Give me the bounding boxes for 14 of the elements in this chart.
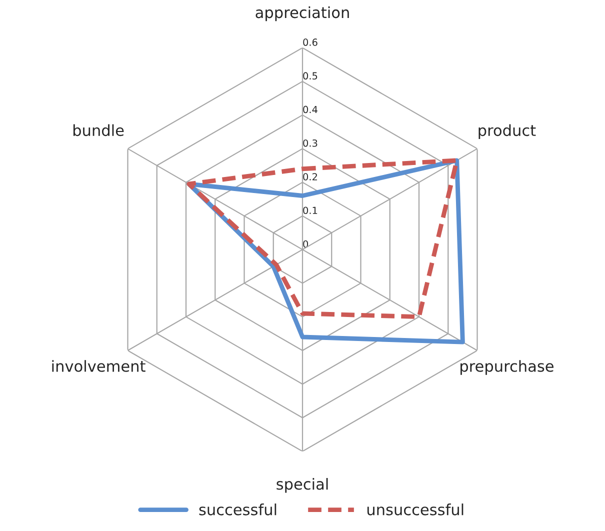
y-tick-label: 0.4	[303, 106, 318, 114]
y-tick-label: 0.6	[303, 38, 318, 46]
y-tick-label: 0.2	[303, 173, 317, 180]
y-tick-label: 0.5	[303, 72, 318, 80]
spoke-label: product	[478, 124, 536, 140]
spoke-label: special	[276, 478, 328, 493]
spoke-label: prepurchase	[460, 360, 554, 375]
spoke-label: appreciation	[256, 6, 349, 22]
legend-label: unsuccessful	[367, 504, 464, 516]
spoke-label: bundle	[73, 124, 124, 136]
legend-label: successful	[199, 504, 276, 516]
y-tick-label: 0.3	[303, 139, 318, 147]
spoke-label: involvement	[52, 360, 146, 372]
y-tick-label: 0.1	[303, 206, 318, 214]
